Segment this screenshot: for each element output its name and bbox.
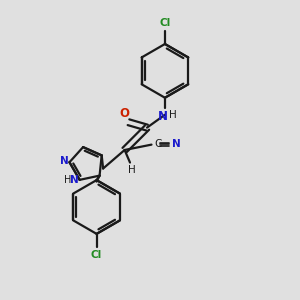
Text: C: C	[154, 139, 161, 149]
Text: H: H	[169, 110, 177, 120]
Text: N: N	[158, 110, 167, 123]
Text: N: N	[70, 176, 79, 185]
Text: Cl: Cl	[159, 19, 171, 28]
Text: O: O	[120, 107, 130, 120]
Text: Cl: Cl	[91, 250, 102, 260]
Text: N: N	[60, 156, 68, 166]
Text: N: N	[172, 139, 181, 149]
Text: H: H	[128, 165, 135, 175]
Text: H: H	[64, 176, 71, 185]
